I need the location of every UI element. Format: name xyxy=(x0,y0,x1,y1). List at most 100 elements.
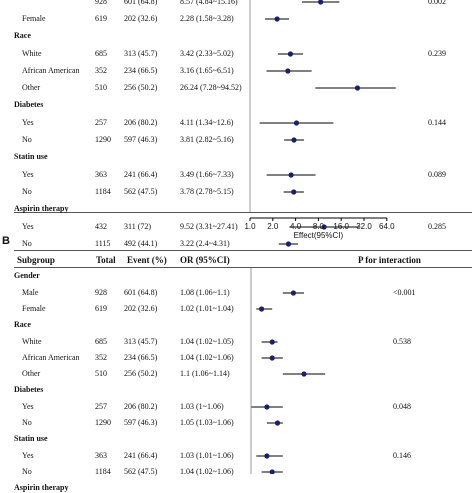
row-event: 562 (47.5) xyxy=(124,187,158,196)
row-event: 311 (72) xyxy=(124,222,152,231)
row-or-ci: 3.49 (1.66~7.33) xyxy=(180,170,234,179)
row-label: Yes xyxy=(22,222,34,231)
row-total: 928 xyxy=(95,288,107,297)
panel-b-header-top-rule xyxy=(14,250,472,251)
group-heading: Statin use xyxy=(14,434,48,443)
row-or-ci: 3.78 (2.78~5.15) xyxy=(180,187,234,196)
estimate-point xyxy=(285,68,291,74)
estimate-point xyxy=(287,51,294,57)
x-tick-label: 16.0 xyxy=(333,222,349,231)
group-heading: Race xyxy=(14,31,31,40)
row-event: 206 (80.2) xyxy=(124,402,158,411)
estimate-point xyxy=(321,224,327,230)
x-tick-label: 64.0 xyxy=(379,222,395,231)
row-label: White xyxy=(22,49,42,58)
row-total: 928 xyxy=(95,0,107,6)
row-label: No xyxy=(22,135,32,144)
row-label: Other xyxy=(22,83,41,92)
row-event: 562 (47.5) xyxy=(124,467,158,476)
x-tick-label: 4.0 xyxy=(290,222,302,231)
row-or-ci: 1.04 (1.02~1.06) xyxy=(180,353,234,362)
row-or-ci: 9.52 (3.31~27.41) xyxy=(180,222,238,231)
row-total: 257 xyxy=(95,118,107,127)
row-label: No xyxy=(22,187,32,196)
row-p-interaction: 0.538 xyxy=(393,337,411,346)
estimate-point xyxy=(269,469,275,474)
row-or-ci: 8.57 (4.84~15.16) xyxy=(180,0,238,6)
row-label: Female xyxy=(22,14,46,23)
row-total: 510 xyxy=(95,369,107,378)
row-or-ci: 3.81 (2.82~5.16) xyxy=(180,135,234,144)
row-total: 352 xyxy=(95,353,107,362)
row-event: 206 (80.2) xyxy=(124,118,158,127)
row-total: 510 xyxy=(95,83,107,92)
row-label: African American xyxy=(22,353,80,362)
row-event: 597 (46.3) xyxy=(124,135,158,144)
row-total: 1290 xyxy=(95,418,111,427)
row-or-ci: 1.04 (1.02~1.05) xyxy=(180,337,234,346)
panel-b-header-p: P for interaction xyxy=(358,255,421,265)
row-label: Other xyxy=(22,369,41,378)
panel-b-header-total: Total xyxy=(96,255,116,265)
row-label: Female xyxy=(22,304,46,313)
estimate-point xyxy=(291,137,297,143)
row-or-ci: 1.03 (1.01~1.06) xyxy=(180,451,234,460)
group-heading: Race xyxy=(14,320,31,329)
row-p-interaction: 0.146 xyxy=(393,451,411,460)
group-heading: Aspirin therapy xyxy=(14,204,69,213)
panel-b-header-event: Event (%) xyxy=(127,255,167,265)
group-heading: Gender xyxy=(14,271,40,280)
row-or-ci: 26.24 (7.28~94.52) xyxy=(180,83,242,92)
x-tick-label: 2.0 xyxy=(267,222,279,231)
row-total: 619 xyxy=(95,14,107,23)
row-event: 202 (32.6) xyxy=(124,14,158,23)
estimate-point xyxy=(288,172,294,178)
group-heading: Diabetes xyxy=(14,100,44,109)
row-event: 256 (50.2) xyxy=(124,83,158,92)
row-event: 492 (44.1) xyxy=(124,239,158,248)
row-event: 597 (46.3) xyxy=(124,418,158,427)
row-total: 685 xyxy=(95,49,107,58)
row-or-ci: 1.08 (1.06~1.1) xyxy=(180,288,230,297)
row-p-interaction: 0.048 xyxy=(393,402,411,411)
estimate-point xyxy=(318,0,324,5)
row-or-ci: 1.04 (1.02~1.06) xyxy=(180,467,234,476)
row-or-ci: 1.02 (1.01~1.04) xyxy=(180,304,234,313)
row-label: Yes xyxy=(22,170,34,179)
row-event: 313 (45.7) xyxy=(124,49,158,58)
row-p-interaction: 0.002 xyxy=(428,0,446,6)
row-total: 363 xyxy=(95,451,107,460)
row-event: 234 (66.5) xyxy=(124,353,158,362)
row-event: 256 (50.2) xyxy=(124,369,158,378)
panel-b-header-bottom-rule xyxy=(14,267,472,268)
estimate-point xyxy=(259,306,265,312)
row-or-ci: 3.16 (1.65~6.51) xyxy=(180,66,234,75)
row-p-interaction: 0.285 xyxy=(428,222,446,231)
estimate-point xyxy=(269,339,275,345)
row-p-interaction: 0.239 xyxy=(428,49,446,58)
row-total: 619 xyxy=(95,304,107,313)
panel-b-header-or: OR (95%CI) xyxy=(180,255,230,265)
row-label: White xyxy=(22,337,42,346)
group-heading: Aspirin therapy xyxy=(14,483,69,492)
estimate-point xyxy=(285,241,292,247)
row-or-ci: 2.28 (1.58~3.28) xyxy=(180,14,234,23)
row-total: 1290 xyxy=(95,135,111,144)
forest-plot: 1.0 2.0 4.0 8.0 16.0 32.0 64.0 Effect(95%CI) xyxy=(244,0,396,474)
estimate-point xyxy=(293,120,300,126)
row-total: 1184 xyxy=(95,467,111,476)
estimate-point xyxy=(354,85,361,91)
row-event: 313 (45.7) xyxy=(124,337,158,346)
row-event: 202 (32.6) xyxy=(124,304,158,313)
row-or-ci: 3.22 (2.4~4.31) xyxy=(180,239,230,248)
row-label: Male xyxy=(22,288,39,297)
estimate-point xyxy=(301,371,307,377)
row-p-interaction: 0.144 xyxy=(428,118,446,127)
row-total: 257 xyxy=(95,402,107,411)
group-heading: Statin use xyxy=(14,152,48,161)
row-label: Yes xyxy=(22,402,34,411)
estimate-point xyxy=(264,404,270,410)
panel-b-label: B xyxy=(2,235,10,247)
row-label: No xyxy=(22,467,32,476)
row-total: 1115 xyxy=(95,239,111,248)
